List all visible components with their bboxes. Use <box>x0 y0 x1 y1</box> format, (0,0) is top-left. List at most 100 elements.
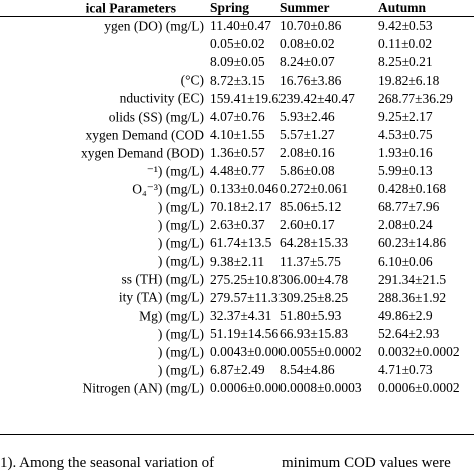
spring-cell: 8.72±3.15 <box>210 72 265 88</box>
autumn-cell: 0.0006±0.0002 <box>378 380 460 396</box>
summer-cell: 5.57±1.27 <box>280 126 335 142</box>
summer-cell: 5.93±2.46 <box>280 108 335 124</box>
table-row: nductivity (EC) 159.41±19.63 239.42±40.47 2… <box>0 89 474 107</box>
spring-cell: 4.48±0.77 <box>210 163 265 179</box>
spring-cell: 275.25±10.87 <box>210 271 280 287</box>
autumn-cell: 68.77±7.96 <box>378 199 440 215</box>
spring-cell: 51.19±14.56 <box>210 325 279 341</box>
summer-cell: 309.25±8.25 <box>280 289 349 305</box>
table-row: Mg) (mg/L) 32.37±4.31 51.80±5.93 49.86±2.9 <box>0 307 474 325</box>
parameter-cell: O₄⁻³) (mg/L) <box>132 181 204 197</box>
summer-cell: 8.24±0.07 <box>280 54 335 70</box>
spring-cell: 11.40±0.47 <box>210 18 271 34</box>
spring-cell: 0.05±0.02 <box>210 36 265 52</box>
summer-cell: 8.54±4.86 <box>280 362 335 378</box>
autumn-cell: 5.99±0.13 <box>378 163 433 179</box>
table-bottom-rule <box>0 434 474 435</box>
parameter-cell: ) (mg/L) <box>157 217 204 233</box>
table-row: ) (mg/L) 70.18±2.17 85.06±5.12 68.77±7.96 <box>0 198 474 216</box>
autumn-cell: 0.11±0.02 <box>378 36 433 52</box>
parameter-cell: ygen (DO) (mg/L) <box>104 18 204 34</box>
spring-cell: 2.63±0.37 <box>210 217 265 233</box>
summer-cell: 11.37±5.75 <box>280 253 341 269</box>
parameter-cell: ity (TA) (mg/L) <box>118 289 204 305</box>
water-quality-table: ical Parameters Spring Summer Autumn yge… <box>0 0 474 397</box>
table-row: ) (mg/L) 0.0043±0.00070.0055±0.0002 0.0032… <box>0 343 474 361</box>
table-row: ⁻¹) (mg/L) 4.48±0.77 5.86±0.08 5.99±0.13 <box>0 162 474 180</box>
summer-cell: 51.80±5.93 <box>280 307 342 323</box>
table-row: (°C) 8.72±3.15 16.76±3.86 19.82±6.18 <box>0 71 474 89</box>
autumn-cell: 0.428±0.168 <box>378 181 447 197</box>
table-row: xygen Demand (COD 4.10±1.55 5.57±1.27 4.53±… <box>0 126 474 144</box>
autumn-cell: 291.34±21.5 <box>378 271 447 287</box>
table-header-row: ical Parameters Spring Summer Autumn <box>0 0 474 17</box>
parameter-cell: xygen Demand (COD <box>85 126 204 142</box>
header-summer: Summer <box>280 0 378 17</box>
spring-cell: 32.37±4.31 <box>210 307 272 323</box>
parameter-cell: ) (mg/L) <box>157 343 204 359</box>
spring-cell: 0.0043±0.0007 <box>210 343 280 359</box>
autumn-cell: 9.42±0.53 <box>378 18 433 34</box>
summer-cell: 0.08±0.02 <box>280 36 335 52</box>
header-parameters: ical Parameters <box>0 0 210 17</box>
summer-cell: 0.0055±0.0002 <box>280 343 362 359</box>
spring-cell: 0.0006±0.0003 <box>210 380 280 396</box>
autumn-cell: 19.82±6.18 <box>378 72 440 88</box>
table-row: ) (mg/L) 51.19±14.56 66.93±15.83 52.64±2.93 <box>0 325 474 343</box>
autumn-cell: 9.25±2.17 <box>378 108 433 124</box>
parameter-cell <box>0 53 210 71</box>
parameter-cell: ⁻¹) (mg/L) <box>146 163 204 179</box>
summer-cell: 66.93±15.83 <box>280 325 349 341</box>
summer-cell: 239.42±40.47 <box>280 90 355 106</box>
table-row: Nitrogen (AN) (mg/L) 0.0006±0.00030.0008±… <box>0 379 474 397</box>
autumn-cell: 60.23±14.86 <box>378 235 447 251</box>
spring-cell: 6.87±2.49 <box>210 362 265 378</box>
parameter-cell: ) (mg/L) <box>157 253 204 269</box>
autumn-cell: 2.08±0.24 <box>378 217 433 233</box>
table-row: xygen Demand (BOD) 1.36±0.57 2.08±0.16 1.93… <box>0 144 474 162</box>
summer-cell: 0.272±0.061 <box>280 181 349 197</box>
summer-cell: 5.86±0.08 <box>280 163 335 179</box>
autumn-cell: 4.53±0.75 <box>378 126 433 142</box>
spring-cell: 1.36±0.57 <box>210 144 265 160</box>
parameter-cell: (°C) <box>180 72 204 88</box>
spring-cell: 9.38±2.11 <box>210 253 265 269</box>
spring-cell: 70.18±2.17 <box>210 199 272 215</box>
parameter-cell: olids (SS) (mg/L) <box>108 108 204 124</box>
summer-cell: 2.60±0.17 <box>280 217 335 233</box>
body-text-left: 1). Among the seasonal variation of <box>0 455 215 471</box>
header-autumn: Autumn <box>378 0 474 17</box>
table-row: 0.05±0.02 0.08±0.02 0.11±0.02 <box>0 35 474 53</box>
parameter-cell <box>0 35 210 53</box>
parameter-cell: ) (mg/L) <box>157 235 204 251</box>
table-row: ) (mg/L) 2.63±0.37 2.60±0.17 2.08±0.24 <box>0 216 474 234</box>
summer-cell: 85.06±5.12 <box>280 199 342 215</box>
spring-cell: 8.09±0.05 <box>210 54 265 70</box>
spring-cell: 159.41±19.63 <box>210 90 280 106</box>
summer-cell: 2.08±0.16 <box>280 144 335 160</box>
parameter-cell: Nitrogen (AN) (mg/L) <box>82 380 204 396</box>
autumn-cell: 1.93±0.16 <box>378 144 433 160</box>
table-row: olids (SS) (mg/L) 4.07±0.76 5.93±2.46 9.25±… <box>0 107 474 125</box>
summer-cell: 0.0008±0.0003 <box>280 380 362 396</box>
spring-cell: 279.57±11.31 <box>210 289 280 305</box>
parameter-cell: ss (TH) (mg/L) <box>121 271 204 287</box>
autumn-cell: 52.64±2.93 <box>378 325 440 341</box>
table-row: O₄⁻³) (mg/L) 0.133±0.046 0.272±0.061 0.428±… <box>0 180 474 198</box>
autumn-cell: 6.10±0.06 <box>378 253 433 269</box>
parameter-cell: ) (mg/L) <box>157 325 204 341</box>
table-row: 8.09±0.05 8.24±0.07 8.25±0.21 <box>0 53 474 71</box>
table-row: ) (mg/L) 61.74±13.5 64.28±15.33 60.23±14.86 <box>0 234 474 252</box>
spring-cell: 61.74±13.5 <box>210 235 272 251</box>
parameter-cell: nductivity (EC) <box>119 90 204 106</box>
table-row: ) (mg/L) 6.87±2.49 8.54±4.86 4.71±0.73 <box>0 361 474 379</box>
parameter-cell: ) (mg/L) <box>157 362 204 378</box>
spring-cell: 0.133±0.046 <box>210 181 279 197</box>
summer-cell: 64.28±15.33 <box>280 235 349 251</box>
autumn-cell: 8.25±0.21 <box>378 54 433 70</box>
table-row: ygen (DO) (mg/L) 11.40±0.47 10.70±0.86 9.42… <box>0 17 474 36</box>
autumn-cell: 49.86±2.9 <box>378 307 433 323</box>
autumn-cell: 268.77±36.29 <box>378 90 453 106</box>
parameter-cell: ) (mg/L) <box>157 199 204 215</box>
table-row: ity (TA) (mg/L) 279.57±11.31 309.25±8.25 28… <box>0 288 474 306</box>
